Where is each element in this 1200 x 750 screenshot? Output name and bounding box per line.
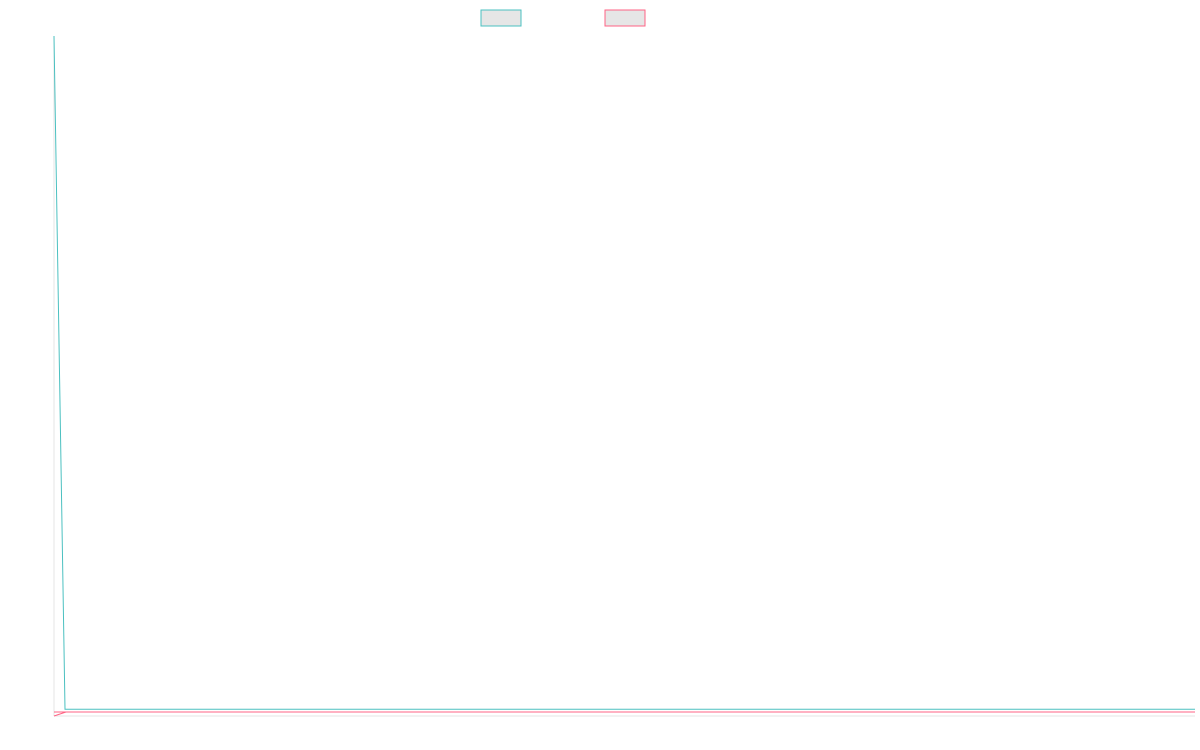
series-2-origin-mark	[53, 711, 67, 717]
legend-swatch-1[interactable]	[480, 9, 522, 27]
legend-swatch-2[interactable]	[604, 9, 646, 27]
axes	[53, 36, 1195, 717]
legend	[480, 9, 646, 27]
series-line-1	[53, 35, 1195, 710]
series-lines	[53, 35, 1195, 717]
